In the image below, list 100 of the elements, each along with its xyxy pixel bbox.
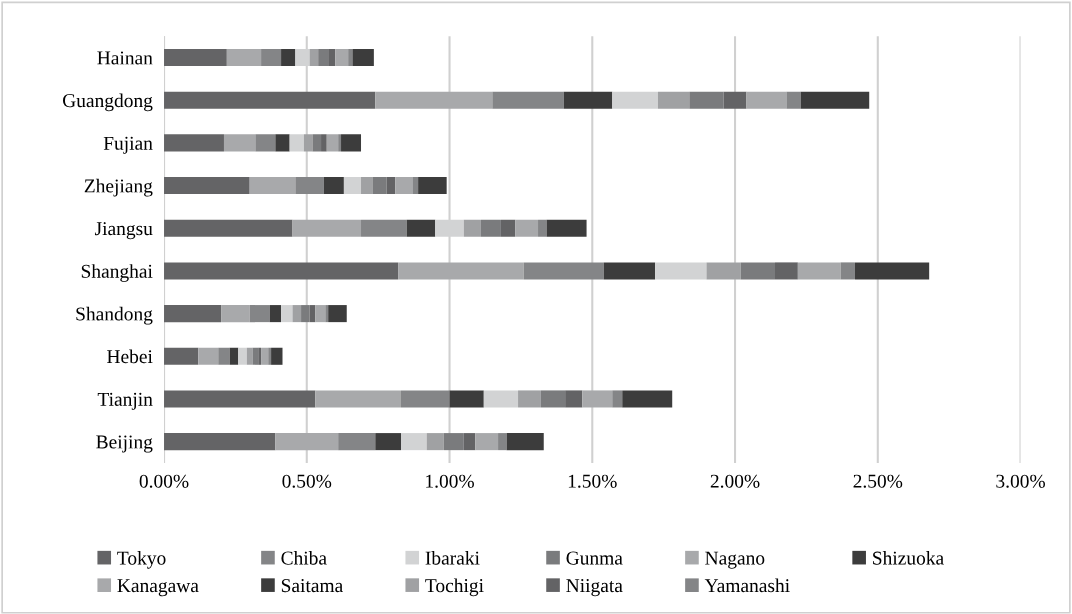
y-tick-label: Beijing (96, 435, 153, 453)
bar (328, 305, 347, 323)
legend-label: Shizuoka (873, 550, 944, 565)
bar (426, 433, 444, 451)
legend-label: Nagano (705, 551, 765, 569)
bar (238, 347, 247, 365)
bar (582, 390, 613, 408)
bar (229, 347, 239, 365)
bar (506, 433, 544, 451)
bar (338, 134, 342, 152)
bar (249, 177, 296, 195)
bar (275, 134, 290, 152)
legend-label: Tochigi (425, 578, 484, 597)
x-tick-label: 1.00% (426, 474, 474, 488)
bar (854, 262, 930, 280)
bar (352, 49, 374, 67)
bar (418, 177, 447, 195)
bar (164, 177, 250, 195)
bar (492, 91, 564, 109)
x-tick-label: 1.50% (568, 474, 617, 488)
bar (622, 390, 673, 408)
bar (246, 347, 253, 365)
legend-label: Chiba (281, 550, 327, 565)
bar (375, 91, 493, 109)
bar (164, 262, 399, 280)
legend-label: Saitama (281, 579, 343, 593)
bar (343, 177, 362, 195)
bar (221, 305, 250, 323)
bar (689, 91, 724, 109)
bar (361, 219, 407, 237)
legend-label: Yamanashi (704, 578, 790, 593)
bar (538, 219, 547, 237)
bar (164, 347, 199, 365)
bar (326, 134, 339, 152)
bar (226, 49, 262, 67)
x-tick-label: 0.50% (282, 474, 332, 488)
bar (443, 433, 464, 451)
bar (275, 433, 339, 451)
bar (463, 219, 481, 237)
legend-label: Gunma (566, 551, 623, 565)
bar (258, 347, 262, 365)
bar (338, 433, 376, 451)
bar (218, 347, 230, 365)
bar (603, 262, 656, 280)
y-tick-label: Guangdong (62, 93, 153, 112)
legend-label: Niigata (566, 579, 623, 597)
bar (655, 262, 707, 280)
bar (309, 49, 319, 67)
bar (518, 390, 541, 408)
bar (335, 49, 349, 67)
bar (540, 390, 566, 408)
bar (164, 91, 376, 109)
bar (164, 305, 222, 323)
bar (515, 219, 539, 237)
bar (281, 49, 296, 67)
bar (706, 262, 741, 280)
bar (164, 134, 224, 152)
bar (657, 91, 690, 109)
bar (500, 219, 516, 237)
bar (775, 262, 798, 280)
bar (164, 390, 316, 408)
bar (164, 49, 227, 67)
y-tick-label: Zhejiang (84, 178, 153, 197)
bar (840, 262, 855, 280)
bar (328, 49, 336, 67)
bar (800, 91, 870, 109)
bar (498, 433, 507, 451)
bar (348, 49, 353, 67)
y-tick-label: Jiangsu (94, 222, 153, 240)
y-tick-label: Fujian (103, 136, 153, 154)
bar (565, 390, 583, 408)
bar (315, 390, 401, 408)
bar (523, 262, 604, 280)
bar (318, 49, 329, 67)
bar (292, 305, 302, 323)
bar (249, 305, 270, 323)
x-tick-label: 2.00% (710, 474, 760, 488)
bar (223, 134, 256, 152)
bar (323, 177, 344, 195)
bar (406, 219, 436, 237)
bar (289, 134, 304, 152)
y-tick-label: Tianjin (97, 392, 153, 410)
bar (723, 91, 747, 109)
y-tick-label: Hainan (97, 51, 153, 65)
bar (301, 305, 310, 323)
bar (480, 219, 501, 237)
bar (449, 390, 484, 408)
bar (483, 390, 519, 408)
bar (325, 305, 329, 323)
y-tick-label: Hebei (107, 349, 153, 364)
bar (361, 177, 373, 195)
bar (412, 177, 419, 195)
bar (786, 91, 801, 109)
bar (269, 305, 282, 323)
bar (400, 433, 427, 451)
bar (375, 433, 401, 451)
bar (400, 390, 450, 408)
bar (255, 134, 276, 152)
bar (315, 305, 326, 323)
bar (612, 91, 658, 109)
